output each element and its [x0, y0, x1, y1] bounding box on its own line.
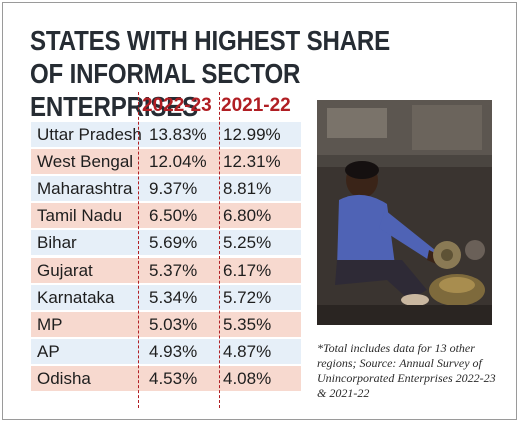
worker-photo	[317, 100, 492, 325]
value-2021-22: 12.31%	[223, 152, 281, 172]
column-divider	[219, 92, 221, 408]
state-name: Karnataka	[37, 287, 115, 307]
state-name: Bihar	[37, 233, 77, 253]
table-row: AP 4.93% 4.87%	[31, 338, 301, 364]
value-2022-23: 13.83%	[149, 125, 207, 144]
value-2021-22: 8.81%	[223, 179, 272, 199]
value-2021-22: 5.25%	[223, 233, 272, 253]
table-row: Bihar 5.69% 5.25%	[31, 230, 301, 256]
value-2021-22: 6.17%	[223, 260, 272, 280]
value-2022-23: 5.03%	[149, 314, 198, 334]
table-row: Karnataka 5.34% 5.72%	[31, 284, 301, 310]
value-2022-23: 9.37%	[149, 179, 198, 199]
value-2021-22: 5.72%	[223, 287, 272, 307]
value-2022-23: 4.53%	[149, 368, 198, 388]
table-row: MP 5.03% 5.35%	[31, 311, 301, 337]
table-row: Tamil Nadu 6.50% 6.80%	[31, 203, 301, 229]
column-divider	[138, 92, 140, 408]
state-name: MP	[37, 314, 63, 334]
state-name: Maharashtra	[37, 179, 133, 199]
table-row: Uttar Pradesh 13.83% 12.99%	[31, 122, 301, 147]
figure-frame	[2, 2, 517, 420]
state-name: Tamil Nadu	[37, 206, 123, 226]
state-name: Gujarat	[37, 260, 93, 280]
table-row: West Bengal 12.04% 12.31%	[31, 149, 301, 175]
state-name: West Bengal	[37, 152, 134, 172]
source-note: *Total includes data for 13 other region…	[317, 341, 496, 400]
state-name: Uttar Pradesh	[37, 125, 142, 144]
value-2022-23: 4.93%	[149, 341, 198, 361]
value-2021-22: 6.80%	[223, 206, 272, 226]
column-header-2022-23: 2022-23	[142, 95, 212, 116]
value-2022-23: 5.34%	[149, 287, 198, 307]
value-2022-23: 5.37%	[149, 260, 198, 280]
column-header-2021-22: 2021-22	[221, 95, 291, 116]
value-2021-22: 12.99%	[223, 125, 281, 144]
value-2022-23: 6.50%	[149, 206, 198, 226]
table-row: Odisha 4.53% 4.08%	[31, 365, 301, 391]
table-row: Gujarat 5.37% 6.17%	[31, 257, 301, 283]
state-name: AP	[37, 341, 60, 361]
value-2022-23: 12.04%	[149, 152, 207, 172]
value-2021-22: 4.08%	[223, 368, 272, 388]
value-2022-23: 5.69%	[149, 233, 198, 253]
value-2021-22: 5.35%	[223, 314, 272, 334]
value-2021-22: 4.87%	[223, 341, 272, 361]
state-name: Odisha	[37, 368, 91, 388]
table-row: Maharashtra 9.37% 8.81%	[31, 176, 301, 202]
worker-photo-illustration	[317, 100, 492, 325]
chart-title: STATES WITH HIGHEST SHARE OF INFORMAL SE…	[30, 25, 391, 122]
